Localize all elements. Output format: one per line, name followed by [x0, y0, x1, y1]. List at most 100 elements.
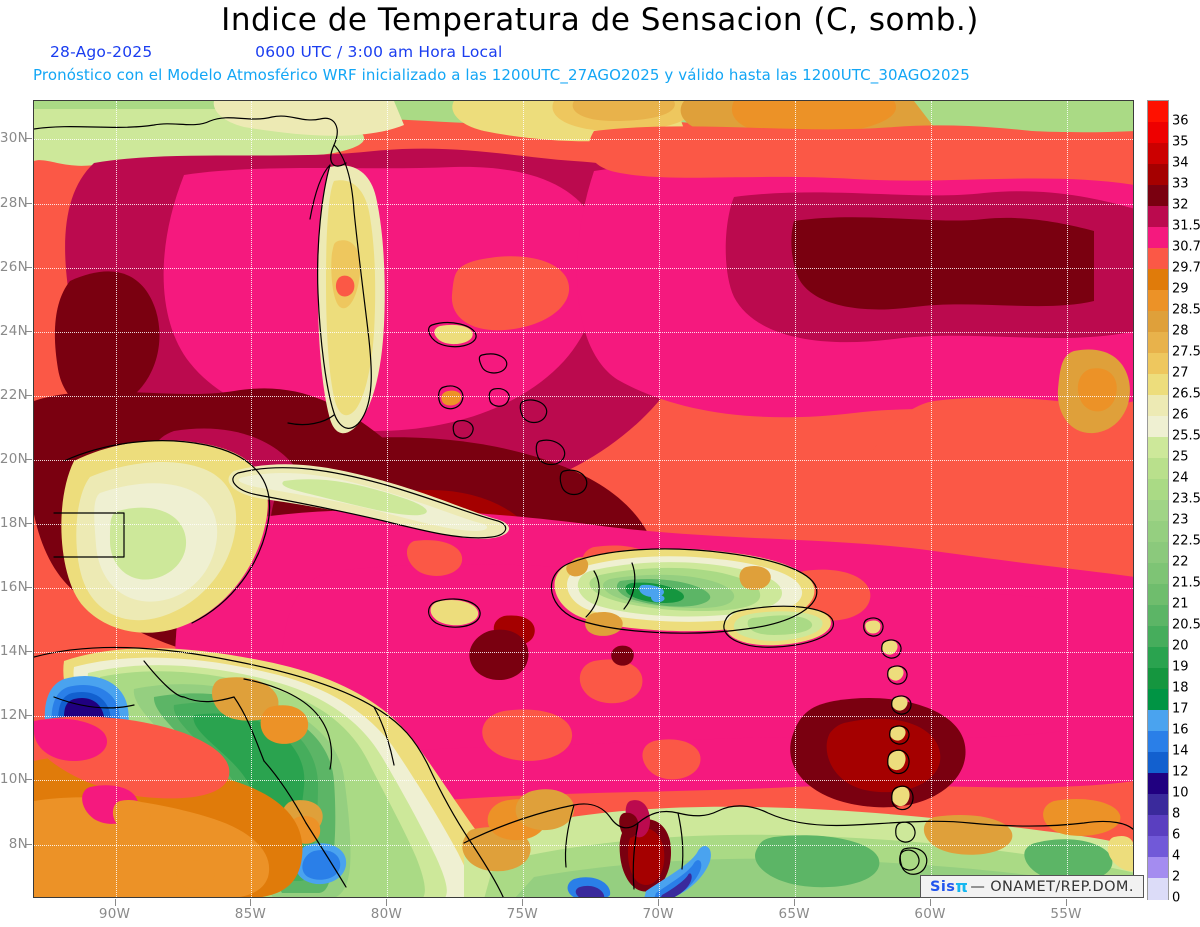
- colorbar-swatch: [1148, 311, 1168, 333]
- colorbar-tick-label: 31.5: [1172, 218, 1200, 234]
- colorbar-tick-label: 20: [1172, 638, 1189, 654]
- x-axis-tick: [794, 899, 796, 906]
- map-plot-area[interactable]: [33, 100, 1134, 898]
- colorbar-swatch: [1148, 437, 1168, 459]
- colorbar-tick-label: 20.5: [1172, 617, 1200, 633]
- y-axis-label: 22N: [0, 386, 28, 403]
- colorbar-swatch: [1148, 752, 1168, 774]
- colorbar-tick-label: 28.5: [1172, 302, 1200, 318]
- y-axis-label: 14N: [0, 643, 28, 660]
- y-axis-label: 26N: [0, 258, 28, 275]
- x-axis-tick: [114, 899, 116, 906]
- x-axis-label: 55W: [1050, 906, 1082, 922]
- colorbar-swatch: [1148, 710, 1168, 732]
- colorbar-swatch: [1148, 794, 1168, 816]
- y-axis-tick: [25, 651, 32, 653]
- colorbar-swatch: [1148, 563, 1168, 585]
- colorbar-swatch: [1148, 143, 1168, 165]
- colorbar-swatch: [1148, 458, 1168, 480]
- colorbar-tick-label: 22.5: [1172, 533, 1200, 549]
- colorbar-tick-label: 34: [1172, 155, 1189, 171]
- colorbar-swatch: [1148, 290, 1168, 312]
- colorbar-tick-label: 25.5: [1172, 428, 1200, 444]
- colorbar-swatch: [1148, 101, 1168, 123]
- colorbar-tick-label: 27: [1172, 365, 1189, 381]
- forecast-time: 0600 UTC / 3:00 am Hora Local: [255, 43, 503, 61]
- colorbar-tick-label: 25: [1172, 449, 1189, 465]
- colorbar-tick-label: 33: [1172, 176, 1189, 192]
- colorbar-tick-label: 23.5: [1172, 491, 1200, 507]
- page-title: Indice de Temperatura de Sensacion (C, s…: [221, 2, 979, 38]
- x-axis-label: 75W: [506, 906, 539, 922]
- y-axis-tick: [25, 715, 32, 717]
- forecast-valid-time: 28-Ago-2025 0600 UTC / 3:00 am Hora Loca…: [50, 43, 650, 61]
- colorbar-swatch: [1148, 479, 1168, 501]
- y-axis-tick: [25, 587, 32, 589]
- colorbar-swatch: [1148, 269, 1168, 291]
- y-axis-tick: [25, 330, 32, 332]
- y-axis-tick: [25, 266, 32, 268]
- colorbar-swatch: [1148, 542, 1168, 564]
- colorbar-tick-label: 23: [1172, 512, 1189, 528]
- y-axis-label: 12N: [0, 707, 28, 724]
- colorbar-tick-label: 6: [1172, 827, 1181, 843]
- x-axis-tick: [658, 899, 660, 906]
- colorbar-tick-label: 32: [1172, 197, 1189, 213]
- colorbar-tick-label: 14: [1172, 743, 1189, 759]
- y-axis-label: 8N: [8, 835, 28, 852]
- y-axis-label: 28N: [0, 194, 28, 211]
- y-axis-label: 24N: [0, 322, 28, 339]
- colorbar-tick-label: 0: [1172, 890, 1181, 906]
- y-axis-tick: [25, 138, 32, 140]
- colorbar-swatch: [1148, 605, 1168, 627]
- colorbar-tick-label: 21: [1172, 596, 1189, 612]
- colorbar-tick-label: 36: [1172, 113, 1189, 129]
- colorbar-swatch: [1148, 353, 1168, 375]
- colorbar-swatch: [1148, 185, 1168, 207]
- colorbar-swatch: [1148, 836, 1168, 858]
- colorbar-tick-label: 21.5: [1172, 575, 1200, 591]
- colorbar-swatch: [1148, 416, 1168, 438]
- agency-logo: Sis π — ONAMET/REP.DOM.: [920, 875, 1144, 898]
- y-axis-tick: [25, 458, 32, 460]
- colorbar-tick-label: 4: [1172, 848, 1181, 864]
- colorbar-tick-label: 10: [1172, 785, 1189, 801]
- colorbar-tick-label: 2: [1172, 869, 1181, 885]
- x-axis-tick: [522, 899, 524, 906]
- logo-sis-text: Sis: [930, 878, 956, 895]
- y-axis-label: 10N: [0, 771, 28, 788]
- x-axis-tick: [930, 899, 932, 906]
- colorbar-tick-label: 35: [1172, 134, 1189, 150]
- x-axis-tick: [250, 899, 252, 906]
- y-axis-label: 20N: [0, 450, 28, 467]
- y-axis-tick: [25, 843, 32, 845]
- x-axis-label: 85W: [234, 906, 267, 922]
- colorbar-swatch: [1148, 521, 1168, 543]
- x-axis-tick: [1066, 899, 1068, 906]
- temperature-heatmap: [34, 101, 1133, 897]
- colorbar-swatch: [1148, 584, 1168, 606]
- colorbar-swatch: [1148, 773, 1168, 795]
- colorbar-swatch: [1148, 227, 1168, 249]
- colorbar-swatch: [1148, 395, 1168, 417]
- colorbar-swatch: [1148, 689, 1168, 711]
- colorbar-tick-label: 8: [1172, 806, 1181, 822]
- colorbar-swatch: [1148, 122, 1168, 144]
- colorbar-tick-label: 29.7: [1172, 260, 1200, 276]
- colorbar-swatch: [1148, 731, 1168, 753]
- logo-org-text: — ONAMET/REP.DOM.: [970, 878, 1134, 895]
- colorbar-tick-label: 16: [1172, 722, 1189, 738]
- colorbar-tick-label: 27.5: [1172, 344, 1200, 360]
- y-axis-label: 30N: [0, 130, 28, 147]
- temperature-colorbar[interactable]: [1147, 100, 1169, 900]
- colorbar-swatch: [1148, 857, 1168, 879]
- colorbar-tick-label: 26.5: [1172, 386, 1200, 402]
- colorbar-swatch: [1148, 500, 1168, 522]
- forecast-date: 28-Ago-2025: [50, 43, 153, 61]
- colorbar-tick-label: 30.7: [1172, 239, 1200, 255]
- colorbar-swatch: [1148, 647, 1168, 669]
- colorbar-tick-label: 28: [1172, 323, 1189, 339]
- x-axis-label: 60W: [914, 906, 946, 922]
- colorbar-tick-label: 12: [1172, 764, 1189, 780]
- x-axis-label: 90W: [98, 906, 131, 922]
